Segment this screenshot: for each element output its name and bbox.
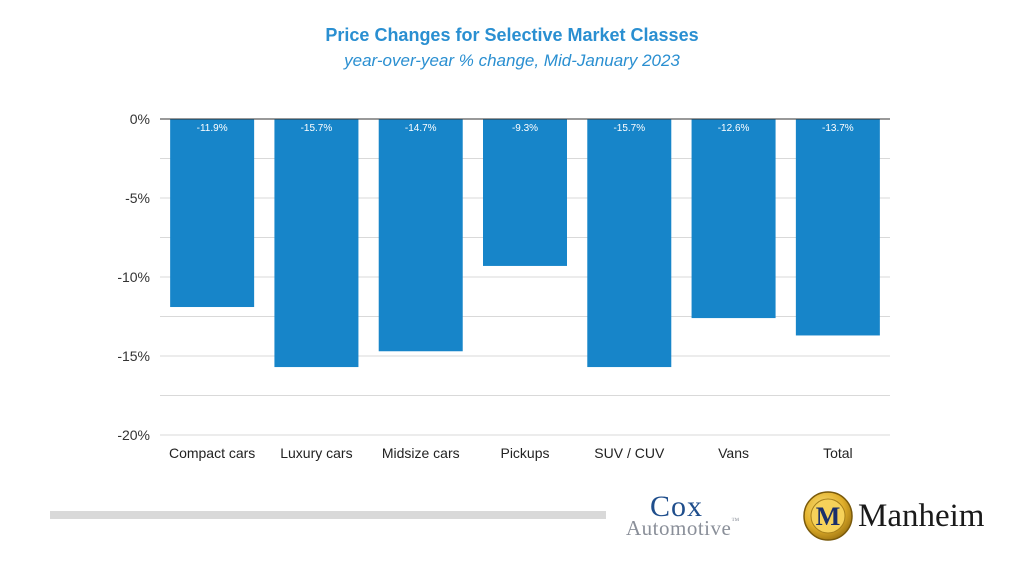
manheim-emblem-icon: M xyxy=(803,491,853,541)
manheim-emblem-letter: M xyxy=(816,502,841,531)
bar xyxy=(170,119,255,308)
y-tick-label: -15% xyxy=(117,348,150,364)
bar-data-label: -14.7% xyxy=(405,123,437,134)
x-tick-label: Total xyxy=(823,445,853,461)
x-tick-label: Vans xyxy=(718,445,749,461)
x-tick-label: Pickups xyxy=(500,445,549,461)
bar xyxy=(587,119,672,368)
bar-data-label: -11.9% xyxy=(197,123,228,134)
x-tick-label: Luxury cars xyxy=(280,445,352,461)
bar xyxy=(378,119,463,352)
bar-data-label: -15.7% xyxy=(613,123,645,134)
bar xyxy=(795,119,880,336)
chart-title: Price Changes for Selective Market Class… xyxy=(325,25,699,45)
y-tick-label: 0% xyxy=(130,111,150,127)
cox-logo-word: Cox xyxy=(650,490,704,523)
manheim-logo: M Manheim xyxy=(802,488,1012,548)
cox-logo-automotive: Automotive xyxy=(626,516,732,540)
bar xyxy=(274,119,359,368)
bar xyxy=(691,119,776,319)
bar-data-label: -12.6% xyxy=(718,123,750,134)
bar-data-label: -9.3% xyxy=(512,123,538,134)
chart-subtitle: year-over-year % change, Mid-January 202… xyxy=(344,51,680,70)
x-tick-label: Midsize cars xyxy=(382,445,460,461)
x-tick-label: Compact cars xyxy=(169,445,255,461)
cox-logo-tm: ™ xyxy=(731,516,740,525)
y-tick-label: -10% xyxy=(117,269,150,285)
x-tick-label: SUV / CUV xyxy=(594,445,665,461)
bar xyxy=(483,119,567,266)
footer-divider-bar xyxy=(50,511,606,519)
y-tick-label: -5% xyxy=(125,190,150,206)
cox-automotive-logo: Cox Automotive™ xyxy=(622,490,792,545)
manheim-logo-word: Manheim xyxy=(858,498,985,534)
cox-logo-subword: Automotive™ xyxy=(626,516,740,541)
y-tick-label: -20% xyxy=(117,427,150,443)
bar-data-label: -13.7% xyxy=(822,123,854,134)
bar-data-label: -15.7% xyxy=(301,123,333,134)
